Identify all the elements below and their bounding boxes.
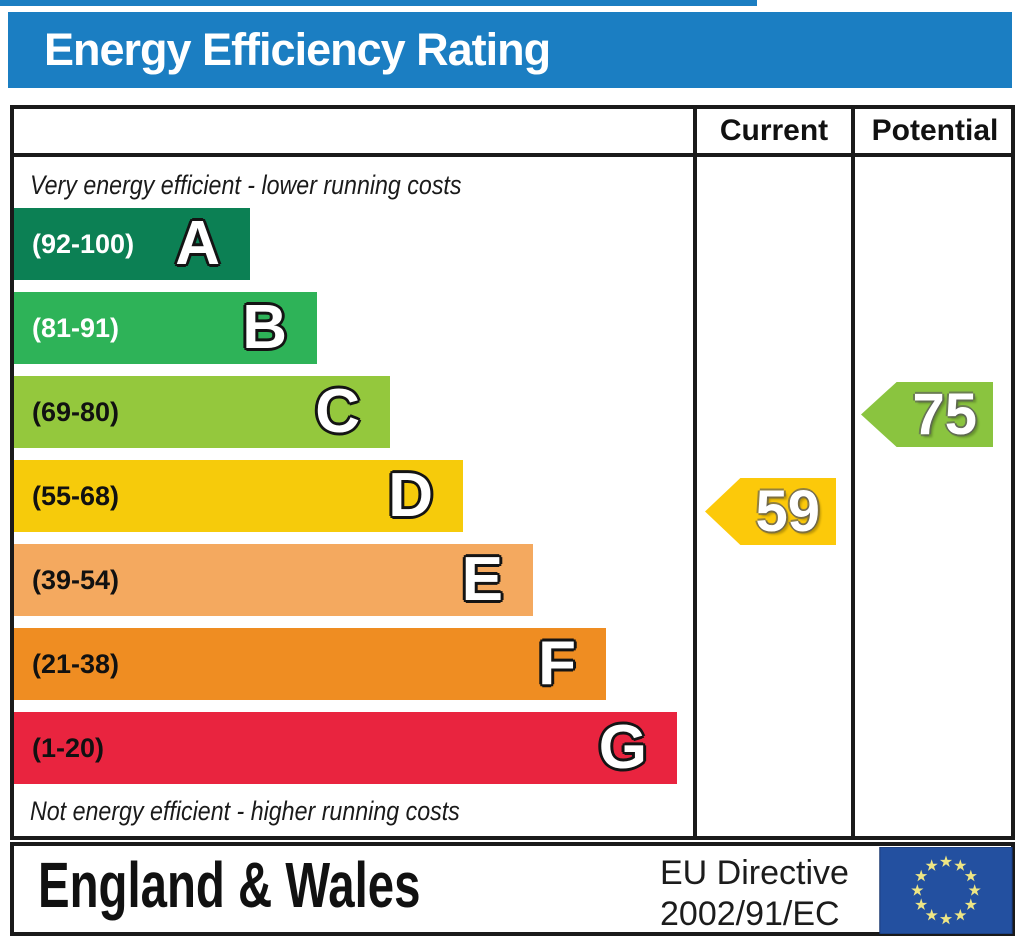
- footer-bar: [10, 842, 1015, 936]
- eu-directive-text: EU Directive 2002/91/EC: [660, 853, 849, 935]
- band-letter: B: [242, 293, 287, 362]
- band-row-b: (81-91) B: [14, 292, 317, 364]
- band-letter: F: [538, 629, 576, 698]
- band-range-label: (69-80): [32, 396, 120, 427]
- title-bar: Energy Efficiency Rating: [8, 12, 1012, 88]
- band-range-label: (55-68): [32, 480, 120, 511]
- band-range-label: (39-54): [32, 564, 120, 595]
- column-header-potential: Potential: [871, 114, 999, 147]
- band-row-e: (39-54) E: [14, 544, 533, 616]
- header-row-divider: [10, 153, 1015, 157]
- band-letter: E: [461, 545, 503, 614]
- potential-value: 75: [912, 381, 977, 447]
- column-divider-current: [693, 105, 697, 840]
- band-range-label: (92-100): [32, 228, 135, 259]
- band-letter: A: [175, 209, 220, 278]
- eu-directive-line2: 2002/91/EC: [660, 895, 840, 933]
- column-divider-potential: [851, 105, 855, 840]
- region-title: England & Wales: [38, 849, 421, 921]
- page-title: Energy Efficiency Rating: [44, 24, 551, 75]
- band-letter: C: [315, 377, 360, 446]
- band-row-d: (55-68) D: [14, 460, 463, 532]
- band-range-label: (81-91): [32, 312, 120, 343]
- band-range-label: (21-38): [32, 648, 120, 679]
- current-value: 59: [755, 478, 820, 544]
- eu-flag-icon: [879, 847, 1013, 934]
- eu-directive-line1: EU Directive: [660, 854, 849, 892]
- band-row-c: (69-80) C: [14, 376, 390, 448]
- band-row-g: (1-20) G: [14, 712, 677, 784]
- band-row-a: (92-100) A: [14, 208, 250, 280]
- band-letter: G: [598, 713, 647, 782]
- band-row-f: (21-38) F: [14, 628, 606, 700]
- column-header-current: Current: [719, 114, 829, 147]
- band-letter: D: [388, 461, 433, 530]
- top-note: Very energy efficient - lower running co…: [30, 170, 462, 200]
- top-edge-artifact: [0, 0, 757, 6]
- band-range-label: (1-20): [32, 732, 105, 763]
- bottom-note: Not energy efficient - higher running co…: [30, 796, 460, 826]
